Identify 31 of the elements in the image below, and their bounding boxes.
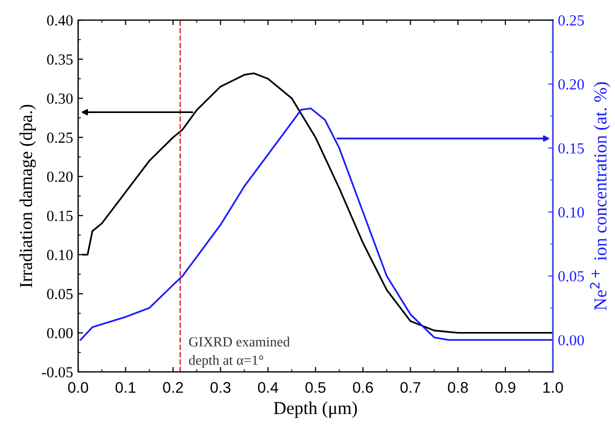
- x-tick-label: 0.5: [305, 382, 326, 393]
- y2-tick-label: 0.15: [558, 143, 584, 154]
- y2-tick-label: 0.20: [558, 79, 584, 90]
- x-tick-label: 0.4: [258, 382, 278, 393]
- y2-tick-label: 0.05: [558, 271, 584, 282]
- x-tick-label: 1.0: [543, 382, 563, 393]
- annotation: GIXRD examined depth at α=1°: [189, 336, 290, 368]
- y-tick-label: 0.15: [47, 210, 73, 222]
- x-tick-label: 0.6: [352, 382, 373, 393]
- x-tick-label: 0.7: [400, 382, 420, 393]
- x-axis-title: Depth (μm): [274, 401, 357, 418]
- y-tick-label: 0.35: [47, 54, 73, 65]
- y-tick-label: 0.30: [47, 93, 73, 104]
- y-tick-label: 0.05: [47, 288, 73, 300]
- y2-tick-label: 0.25: [558, 15, 584, 26]
- x-tick-label: 0.8: [448, 382, 468, 393]
- x-tick-label: 0.0: [68, 382, 88, 393]
- y-tick-label: -0.05: [42, 367, 73, 378]
- y2-axis-title: Ne$^{2+}$ ion concentration (at. %): [590, 82, 610, 310]
- x-tick-label: 0.1: [116, 382, 136, 393]
- y-tick-label: 0.20: [47, 172, 73, 182]
- y-tick-label: 0.40: [47, 15, 73, 26]
- y2-tick-label: 0.10: [558, 207, 584, 218]
- x-tick-label: 0.2: [163, 382, 183, 393]
- y2-tick-label: 0.00: [558, 335, 584, 346]
- y-tick-label: 0.25: [47, 132, 73, 143]
- y-axis-title: Irradiation damage (dpa.): [19, 104, 36, 288]
- x-tick-label: 0.9: [495, 382, 516, 393]
- x-tick-label: 0.3: [210, 382, 230, 393]
- y-tick-label: 0.00: [47, 328, 73, 338]
- y-tick-label: 0.10: [47, 250, 73, 260]
